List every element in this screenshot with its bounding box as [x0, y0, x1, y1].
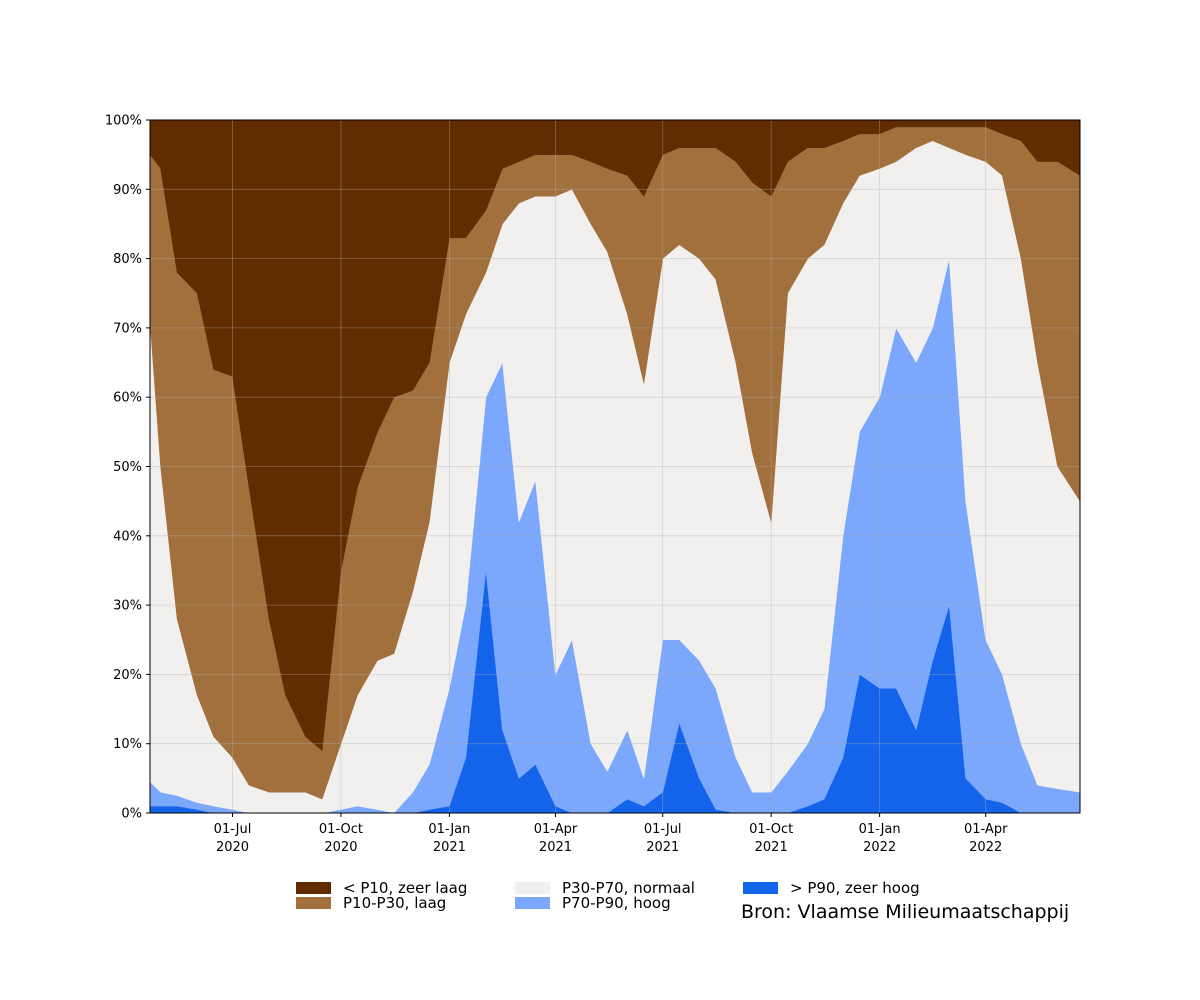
x-tick-label: 01-Oct 2020 — [319, 822, 363, 855]
x-tick-label-line: 2022 — [863, 840, 896, 855]
x-tick-label: 01-Jan 2021 — [428, 822, 470, 855]
x-tick-label-line: 01-Apr — [964, 822, 1008, 837]
legend-swatch — [515, 882, 550, 894]
y-tick-label: 40% — [113, 529, 142, 544]
x-tick-label-line: 2021 — [755, 840, 788, 855]
y-tick-label: 10% — [113, 737, 142, 752]
x-tick-label-line: 01-Oct — [319, 822, 363, 837]
x-tick-label-line: 2020 — [216, 840, 249, 855]
x-tick-label-line: 2021 — [539, 840, 572, 855]
x-tick-label-line: 2021 — [433, 840, 466, 855]
x-tick-label-line: 01-Jan — [859, 822, 901, 837]
y-tick-label: 50% — [113, 460, 142, 475]
x-tick-label-line: 01-Apr — [534, 822, 578, 837]
x-tick-label: 01-Jan 2022 — [859, 822, 901, 855]
y-tick-label: 80% — [113, 252, 142, 267]
x-tick-label: 01-Apr 2021 — [534, 822, 578, 855]
legend-label: < P10, zeer laag — [343, 879, 467, 897]
y-tick-label: 70% — [113, 321, 142, 336]
y-tick-label: 20% — [113, 668, 142, 683]
x-tick-label-line: 2021 — [646, 840, 679, 855]
y-tick-label: 90% — [113, 183, 142, 198]
legend-label: P70-P90, hoog — [562, 894, 671, 912]
x-tick-label-line: 2020 — [324, 840, 357, 855]
legend-swatch — [515, 897, 550, 909]
legend-label: P30-P70, normaal — [562, 879, 695, 897]
legend-swatch — [743, 882, 778, 894]
x-tick-label-line: 2022 — [969, 840, 1002, 855]
plot-frame — [149, 119, 1081, 814]
legend-swatch — [296, 897, 331, 909]
x-tick-label-line: 01-Jul — [214, 822, 252, 837]
x-tick-label: 01-Jul 2021 — [644, 822, 682, 855]
y-tick-label: 60% — [113, 391, 142, 406]
x-tick-label-line: 01-Jul — [644, 822, 682, 837]
x-tick-label: 01-Jul 2020 — [214, 822, 252, 855]
y-tick-label: 100% — [105, 114, 142, 129]
x-tick-label-line: 01-Oct — [749, 822, 793, 837]
legend-swatch — [296, 882, 331, 894]
y-tick-label: 0% — [121, 807, 142, 822]
source-note: Bron: Vlaamse Milieumaatschappij — [741, 901, 1069, 923]
legend-label: > P90, zeer hoog — [790, 879, 920, 897]
y-tick-label: 30% — [113, 599, 142, 614]
x-tick-label-line: 01-Jan — [428, 822, 470, 837]
x-tick-label: 01-Apr 2022 — [964, 822, 1008, 855]
x-tick-label: 01-Oct 2021 — [749, 822, 793, 855]
legend-label: P10-P30, laag — [343, 894, 446, 912]
